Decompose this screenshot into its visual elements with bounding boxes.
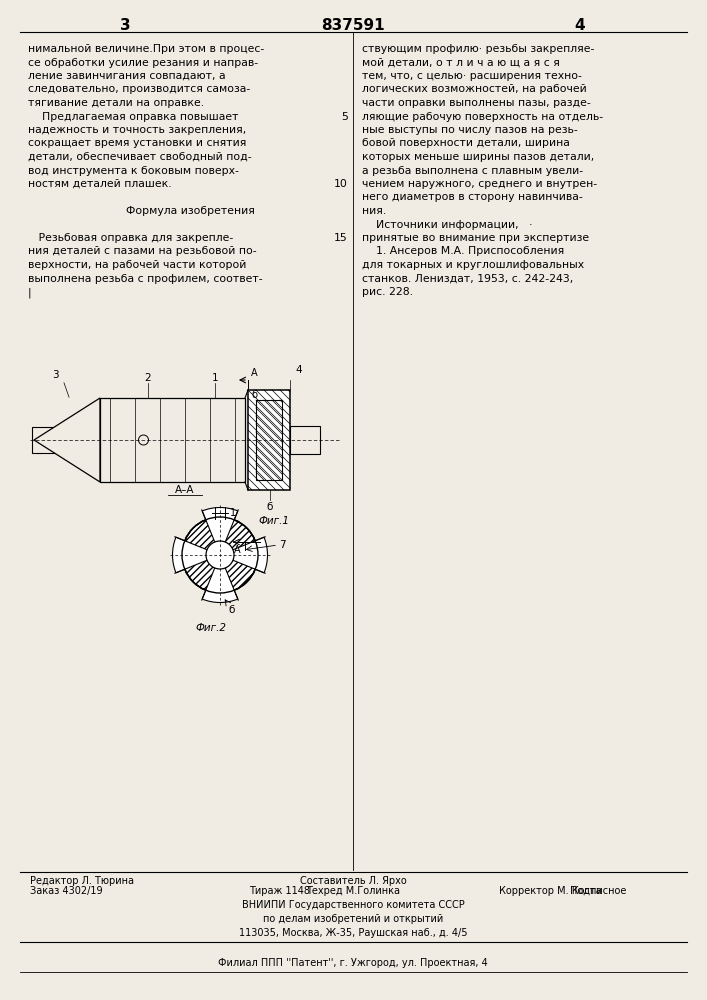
Text: верхности, на рабочей части которой: верхности, на рабочей части которой (28, 260, 246, 270)
Text: ВНИИПИ Государственного комитета СССР: ВНИИПИ Государственного комитета СССР (242, 900, 464, 910)
Text: станков. Лениздат, 1953, с. 242-243,: станков. Лениздат, 1953, с. 242-243, (362, 273, 573, 284)
Text: 3: 3 (52, 370, 58, 380)
Text: ление завинчигания совпадают, а: ление завинчигания совпадают, а (28, 71, 226, 81)
Text: ния.: ния. (362, 206, 386, 216)
Text: Техред М.Голинка: Техред М.Голинка (306, 886, 400, 896)
Text: принятые во внимание при экспертизе: принятые во внимание при экспертизе (362, 233, 589, 243)
Text: по делам изобретений и открытий: по делам изобретений и открытий (263, 914, 443, 924)
Text: A: A (234, 545, 240, 555)
Text: 1. Ансеров М.А. Приспособления: 1. Ансеров М.А. Приспособления (362, 246, 564, 256)
Text: Резьбовая оправка для закрепле-: Резьбовая оправка для закрепле- (28, 233, 233, 243)
Text: Формула изобретения: Формула изобретения (126, 206, 255, 216)
Polygon shape (34, 398, 100, 482)
Text: Источники информации,   ·: Источники информации, · (362, 220, 532, 230)
Wedge shape (173, 537, 220, 573)
Bar (248, 390, 290, 490)
Text: Подписное: Подписное (570, 886, 626, 896)
Text: рис. 228.: рис. 228. (362, 287, 413, 297)
Text: 7: 7 (279, 540, 286, 550)
Text: ные выступы по числу пазов на резь-: ные выступы по числу пазов на резь- (362, 125, 578, 135)
Text: 1: 1 (230, 508, 236, 518)
Text: 4: 4 (575, 18, 585, 33)
Text: Филиал ППП ''Патент'', г. Ужгород, ул. Проектная, 4: Филиал ППП ''Патент'', г. Ужгород, ул. П… (218, 958, 488, 968)
Circle shape (206, 541, 234, 569)
Text: A: A (251, 368, 257, 378)
Text: а резьба выполнена с плавным увели-: а резьба выполнена с плавным увели- (362, 165, 583, 176)
Text: тем, что, с целью· расширения техно-: тем, что, с целью· расширения техно- (362, 71, 582, 81)
Text: ностям деталей плашек.: ностям деталей плашек. (28, 179, 172, 189)
Text: 1: 1 (211, 373, 218, 383)
Circle shape (139, 435, 148, 445)
Text: Предлагаемая оправка повышает: Предлагаемая оправка повышает (28, 111, 238, 121)
Text: ствующим профилю· резьбы закрепляе-: ствующим профилю· резьбы закрепляе- (362, 44, 595, 54)
Text: логических возможностей, на рабочей: логических возможностей, на рабочей (362, 85, 587, 95)
Text: 2: 2 (145, 373, 151, 383)
Wedge shape (202, 555, 238, 602)
Text: Редактор Л. Тюрина: Редактор Л. Тюрина (30, 876, 134, 886)
Text: 3: 3 (119, 18, 130, 33)
Text: него диаметров в сторону навинчива-: него диаметров в сторону навинчива- (362, 192, 583, 202)
Text: Фиг.1: Фиг.1 (258, 516, 289, 526)
Text: 113035, Москва, Ж-35, Раушская наб., д. 4/5: 113035, Москва, Ж-35, Раушская наб., д. … (239, 928, 467, 938)
Text: Корректор М. Коста: Корректор М. Коста (498, 886, 602, 896)
Text: детали, обеспечивает свободный под-: детали, обеспечивает свободный под- (28, 152, 252, 162)
Text: б: б (267, 502, 273, 512)
Text: которых меньше ширины пазов детали,: которых меньше ширины пазов детали, (362, 152, 595, 162)
Text: 5: 5 (341, 111, 348, 121)
Text: |: | (28, 287, 32, 298)
Text: б: б (228, 605, 235, 615)
Wedge shape (202, 508, 238, 555)
Text: тягивание детали на оправке.: тягивание детали на оправке. (28, 98, 204, 108)
Text: б: б (251, 390, 257, 400)
Text: Заказ 4302/19: Заказ 4302/19 (30, 886, 103, 896)
Text: Составитель Л. Ярхо: Составитель Л. Ярхо (300, 876, 407, 886)
Text: нимальной величине.При этом в процес-: нимальной величине.При этом в процес- (28, 44, 264, 54)
Text: ния деталей с пазами на резьбовой по-: ния деталей с пазами на резьбовой по- (28, 246, 257, 256)
Text: части оправки выполнены пазы, разде-: части оправки выполнены пазы, разде- (362, 98, 591, 108)
Text: ляющие рабочую поверхность на отдель-: ляющие рабочую поверхность на отдель- (362, 111, 603, 121)
Text: се обработки усилие резания и направ-: се обработки усилие резания и направ- (28, 57, 258, 68)
Bar (256, 400, 282, 480)
Text: 4: 4 (295, 365, 302, 375)
Wedge shape (220, 537, 267, 573)
Text: Фиг.2: Фиг.2 (195, 623, 226, 633)
Text: вод инструмента к боковым поверх-: вод инструмента к боковым поверх- (28, 165, 239, 176)
Text: A–A: A–A (175, 485, 194, 495)
Bar (100, 398, 245, 482)
Text: надежность и точность закрепления,: надежность и точность закрепления, (28, 125, 246, 135)
Bar (290, 426, 320, 454)
Text: мой детали, о т л и ч а ю щ а я с я: мой детали, о т л и ч а ю щ а я с я (362, 57, 560, 68)
Text: сокращает время установки и снятия: сокращает время установки и снятия (28, 138, 246, 148)
Text: следовательно, производится самоза-: следовательно, производится самоза- (28, 85, 250, 95)
Text: 837591: 837591 (321, 18, 385, 33)
Circle shape (182, 517, 258, 593)
Text: Тираж 1148: Тираж 1148 (250, 886, 310, 896)
Text: 15: 15 (334, 233, 348, 243)
Text: выполнена резьба с профилем, соответ-: выполнена резьба с профилем, соответ- (28, 273, 262, 284)
Text: 10: 10 (334, 179, 348, 189)
Text: бовой поверхности детали, ширина: бовой поверхности детали, ширина (362, 138, 570, 148)
Text: чением наружного, среднего и внутрен-: чением наружного, среднего и внутрен- (362, 179, 597, 189)
Text: для токарных и круглошлифовальных: для токарных и круглошлифовальных (362, 260, 584, 270)
Bar (32, 427, 100, 453)
